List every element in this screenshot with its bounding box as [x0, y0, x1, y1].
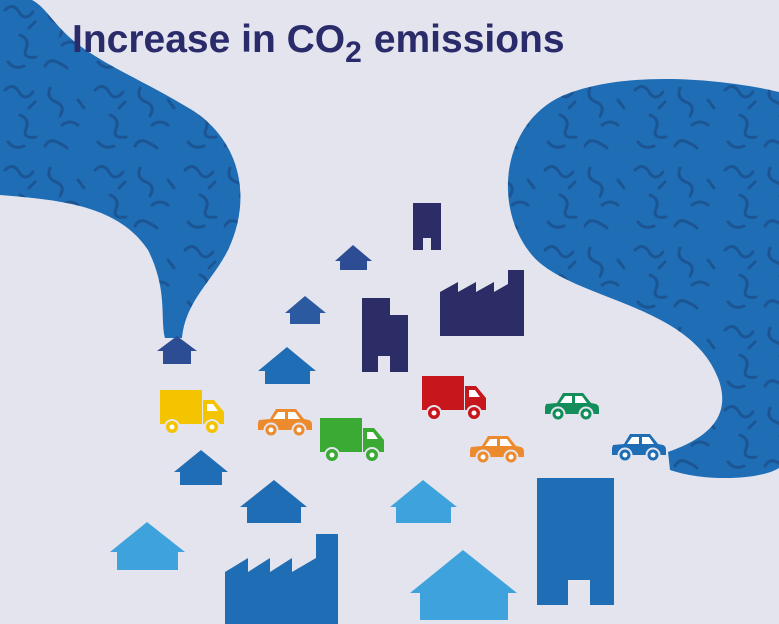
title-text: Increase in CO [72, 18, 345, 61]
title-suffix: emissions [374, 18, 565, 61]
illustration: Increase in CO2 emissions [0, 0, 779, 624]
title-subscript: 2 [345, 36, 362, 69]
